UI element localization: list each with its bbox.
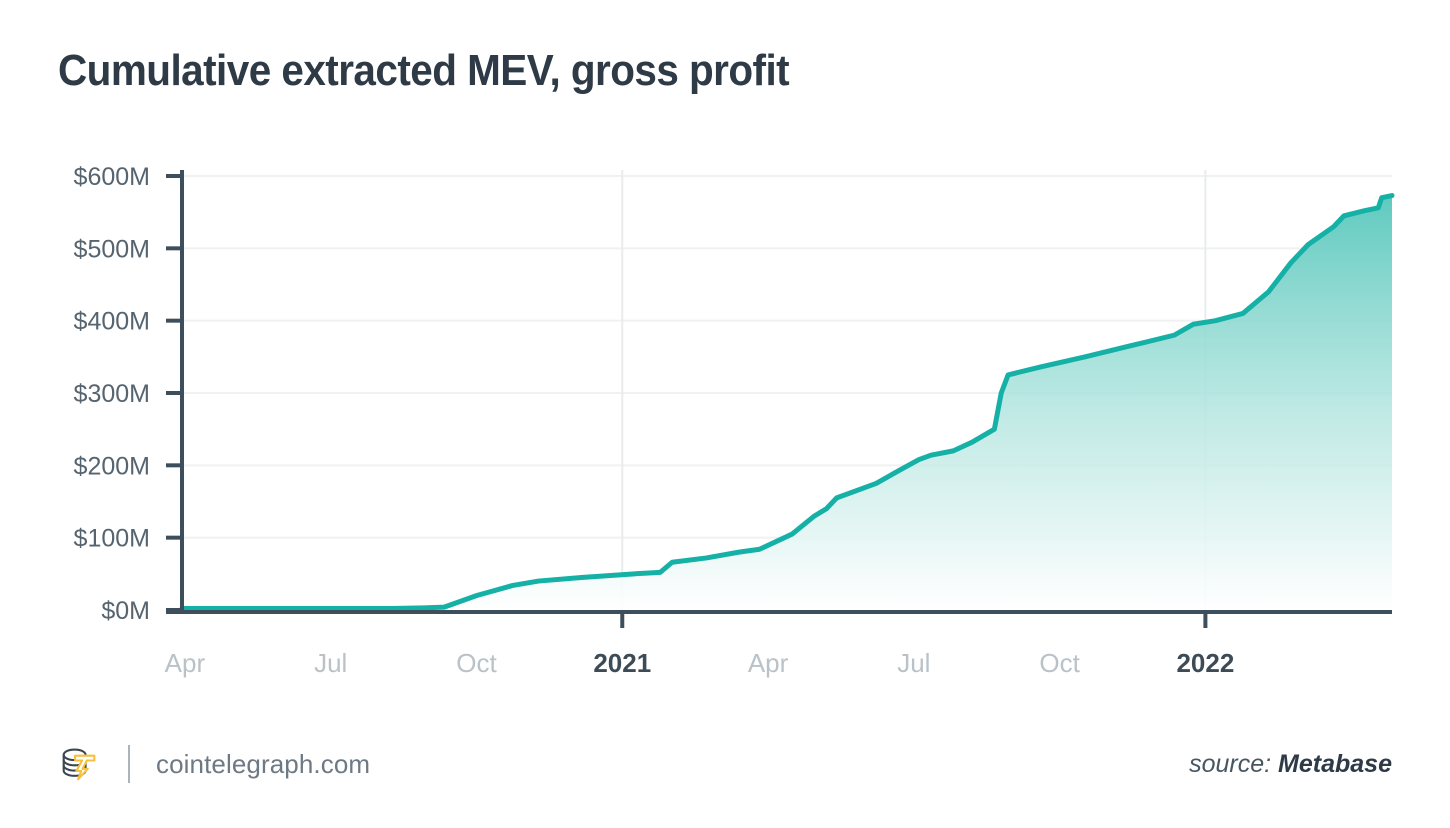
x-tick-label-year: 2022 (1176, 648, 1234, 678)
y-tick-label: $300M (74, 380, 150, 408)
x-axis-labels: Apr Jul Oct 2021 Apr Jul Oct 2022 (165, 648, 1235, 678)
source-name: Metabase (1278, 749, 1392, 778)
y-tick-label: $100M (74, 525, 150, 553)
series-line (179, 193, 1395, 612)
x-tick-label: Jul (897, 648, 930, 678)
source-label: source: Metabase (1189, 750, 1392, 779)
x-tick-label: Apr (748, 648, 789, 678)
area-chart: $0M $100M $200M $300M $400M $500M $600M Apr Jul… (74, 163, 1395, 678)
y-tick-label: $600M (74, 163, 150, 191)
y-tick-label: $500M (74, 235, 150, 263)
chart-canvas: $0M $100M $200M $300M $400M $500M $600M Apr Jul… (74, 163, 1395, 678)
y-tick-label: $200M (74, 452, 150, 480)
site-label: cointelegraph.com (156, 748, 371, 779)
y-tick-label: $0M (101, 597, 150, 625)
gridlines (182, 175, 1392, 539)
brand-block: cointelegraph.com (58, 743, 370, 785)
y-tick-label: $400M (74, 308, 150, 336)
x-tick-label-year: 2021 (593, 648, 651, 678)
footer-divider (128, 745, 130, 783)
source-prefix: source: (1189, 749, 1272, 778)
y-axis (166, 170, 184, 614)
series-area-fill (182, 195, 1392, 610)
x-tick-label: Oct (456, 648, 497, 678)
chart-footer: cointelegraph.com source: Metabase (0, 700, 1450, 828)
x-tick-label: Oct (1039, 648, 1080, 678)
cointelegraph-logo-icon (62, 748, 96, 781)
x-tick-label: Apr (165, 648, 206, 678)
page-title: Cumulative extracted MEV, gross profit (58, 46, 790, 95)
y-axis-labels: $0M $100M $200M $300M $400M $500M $600M (74, 163, 150, 625)
x-tick-label: Jul (314, 648, 347, 678)
